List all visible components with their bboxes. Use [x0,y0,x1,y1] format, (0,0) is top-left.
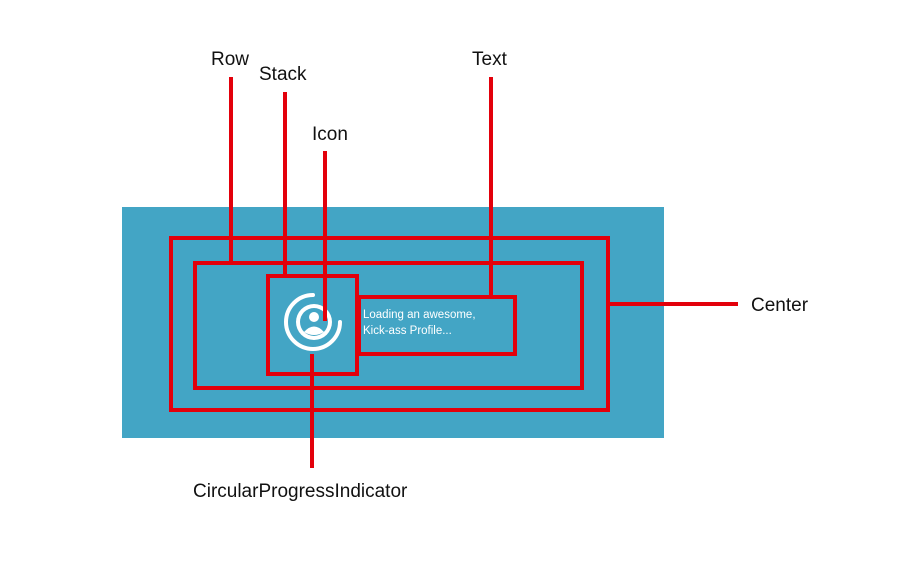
label-circular-progress-indicator: CircularProgressIndicator [193,481,408,502]
row-outline [193,261,584,390]
label-stack: Stack [259,64,307,85]
center-outline [169,236,610,412]
label-icon: Icon [312,124,348,145]
app-panel [122,207,664,438]
circular-progress-indicator [284,293,342,351]
loading-text-line-1: Loading an awesome, [363,309,476,321]
label-center: Center [751,295,809,316]
label-text: Text [472,49,507,70]
text-outline [357,295,517,356]
loading-text-line-2: Kick-ass Profile... [363,325,452,337]
label-row: Row [211,49,250,70]
